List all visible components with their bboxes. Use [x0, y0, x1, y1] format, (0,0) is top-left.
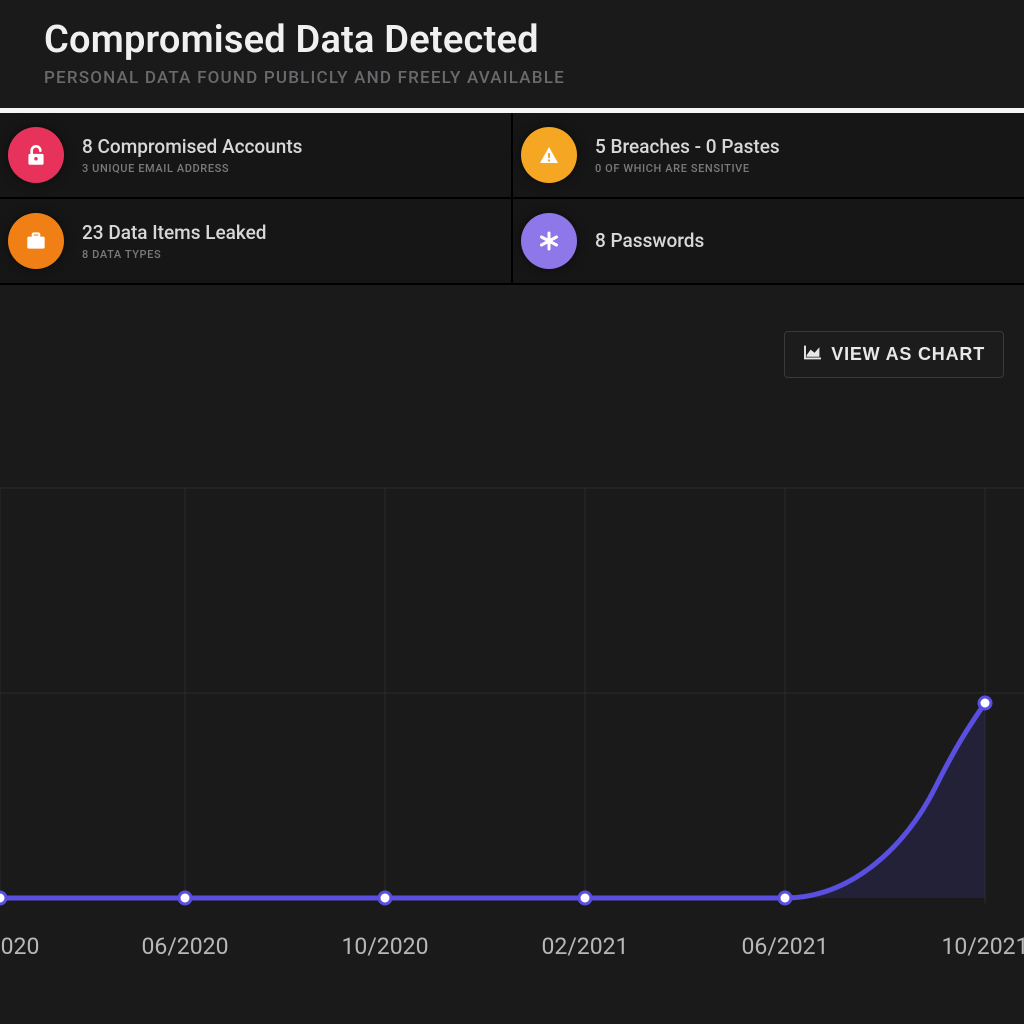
stats-grid: 8 Compromised Accounts 3 UNIQUE EMAIL AD… [0, 113, 1024, 285]
stat-text: 5 Breaches - 0 Pastes 0 OF WHICH ARE SEN… [595, 135, 780, 175]
stat-passwords[interactable]: 8 Passwords [513, 199, 1024, 283]
page-header: Compromised Data Detected PERSONAL DATA … [0, 0, 1024, 108]
x-axis-label: 10/2020 [341, 933, 428, 960]
stat-breaches[interactable]: 5 Breaches - 0 Pastes 0 OF WHICH ARE SEN… [513, 113, 1024, 197]
x-axis-label: 020 [1, 933, 40, 960]
page-subtitle: PERSONAL DATA FOUND PUBLICLY AND FREELY … [44, 68, 980, 88]
asterisk-icon [521, 213, 577, 269]
warning-icon [521, 127, 577, 183]
stat-data-leaked[interactable]: 23 Data Items Leaked 8 DATA TYPES [0, 199, 511, 283]
stat-subtitle: 8 DATA TYPES [82, 248, 266, 261]
stat-subtitle: 0 OF WHICH ARE SENSITIVE [595, 162, 780, 175]
x-axis-labels: 020 06/2020 10/2020 02/2021 06/2021 10/2021 [0, 908, 1024, 968]
briefcase-icon [8, 213, 64, 269]
chart-svg [0, 428, 1024, 968]
area-chart-icon [803, 344, 823, 365]
x-axis-label: 10/2021 [941, 933, 1024, 960]
view-as-chart-button[interactable]: VIEW AS CHART [784, 331, 1004, 378]
x-axis-label: 02/2021 [541, 933, 628, 960]
stat-title: 8 Passwords [595, 229, 704, 253]
stat-text: 23 Data Items Leaked 8 DATA TYPES [82, 221, 266, 261]
unlock-icon [8, 127, 64, 183]
x-axis-label: 06/2020 [141, 933, 228, 960]
chart-area: VIEW AS CHART 020 06/2020 10/2020 02/2021 06… [0, 285, 1024, 968]
page-title: Compromised Data Detected [44, 18, 980, 62]
stat-compromised-accounts[interactable]: 8 Compromised Accounts 3 UNIQUE EMAIL AD… [0, 113, 511, 197]
view-button-label: VIEW AS CHART [831, 344, 985, 365]
stat-title: 5 Breaches - 0 Pastes [595, 135, 780, 159]
timeline-chart: 020 06/2020 10/2020 02/2021 06/2021 10/2021 [0, 428, 1024, 968]
stat-subtitle: 3 UNIQUE EMAIL ADDRESS [82, 162, 302, 175]
stat-text: 8 Passwords [595, 229, 704, 253]
stat-text: 8 Compromised Accounts 3 UNIQUE EMAIL AD… [82, 135, 302, 175]
view-button-row: VIEW AS CHART [0, 285, 1024, 378]
stat-title: 8 Compromised Accounts [82, 135, 302, 159]
x-axis-label: 06/2021 [741, 933, 828, 960]
stat-title: 23 Data Items Leaked [82, 221, 266, 245]
